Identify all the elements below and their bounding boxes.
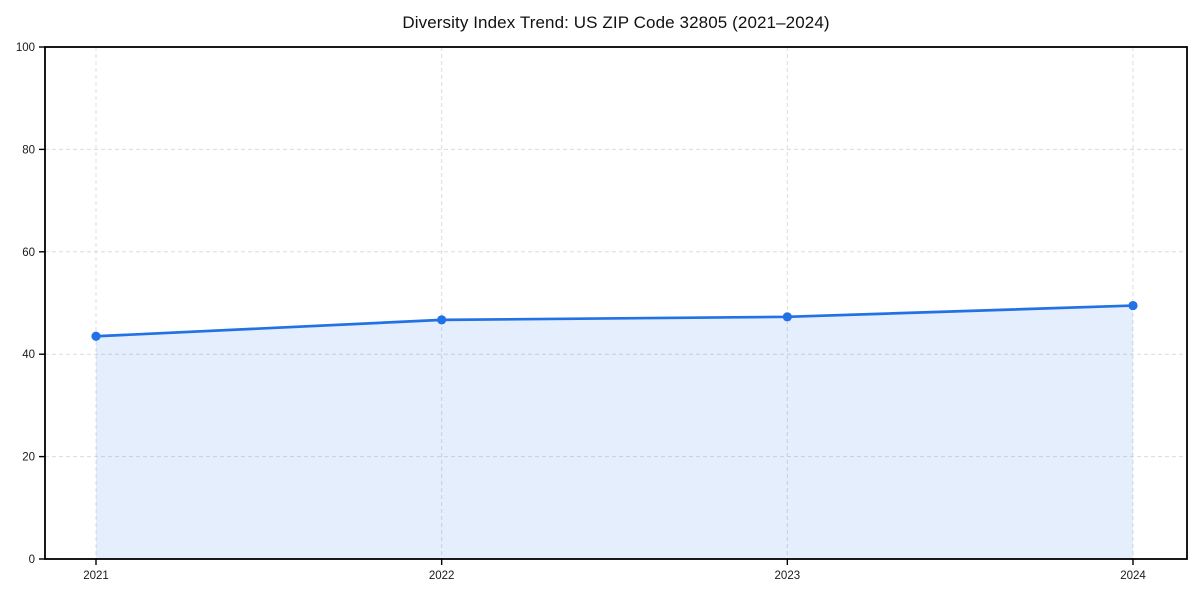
chart-title: Diversity Index Trend: US ZIP Code 32805… <box>402 13 830 32</box>
data-point-marker <box>782 312 792 322</box>
trend-line <box>94 304 1135 338</box>
x-tick-label: 2021 <box>83 570 109 582</box>
x-tick-label: 2024 <box>1120 570 1146 582</box>
y-tick-label: 40 <box>22 349 35 361</box>
data-point-marker <box>91 331 101 341</box>
area-fill <box>96 305 1133 559</box>
y-tick-label: 100 <box>16 42 35 54</box>
y-tick-label: 80 <box>22 144 35 156</box>
y-tick-label: 60 <box>22 247 35 259</box>
data-point-marker <box>437 315 447 325</box>
y-tick-label: 0 <box>29 554 35 566</box>
x-tick-label: 2023 <box>775 570 801 582</box>
y-tick-label: 20 <box>22 452 35 464</box>
plot-border <box>44 46 1188 560</box>
x-tick-label: 2022 <box>429 570 455 582</box>
data-point-marker <box>1128 300 1138 311</box>
